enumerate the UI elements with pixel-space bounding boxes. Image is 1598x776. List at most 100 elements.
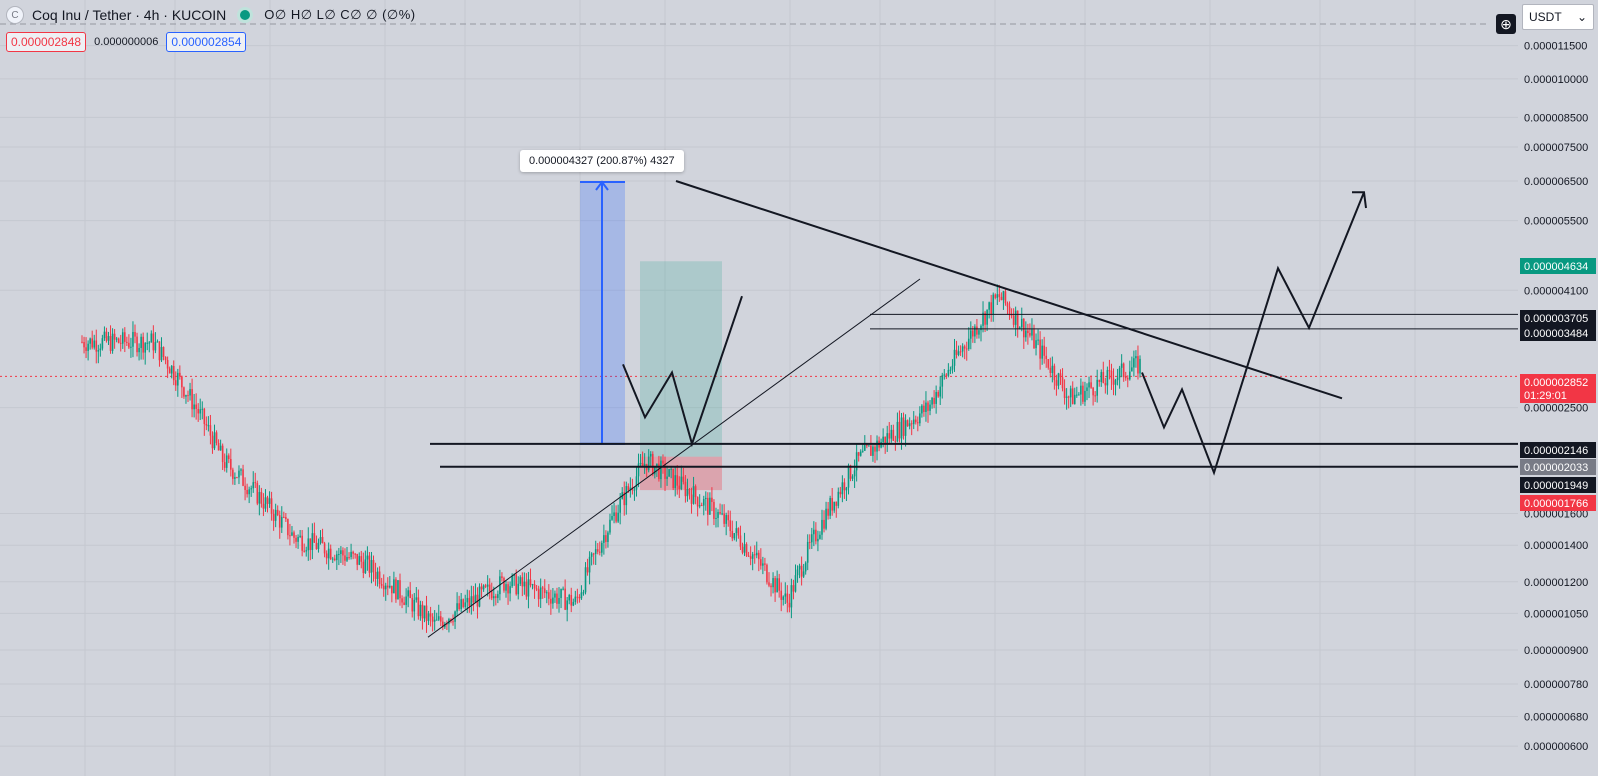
candle-body [827,508,829,516]
candle-body [411,598,414,612]
price-axis: 0.000011500 0.000010000 0.000008500 0.00000… [1520,41,1596,753]
candle-body [1002,291,1005,301]
candle-body [961,346,964,352]
candle-body [955,349,958,355]
candle-body [717,512,719,518]
candle-body [711,497,713,502]
candle-body [949,369,952,371]
candle-body [845,487,848,491]
candle-body [419,604,422,617]
candle-body [280,516,283,528]
candle-body [1100,372,1103,383]
candle-body [462,599,465,607]
candle-body [592,553,595,555]
candle-body [625,486,628,506]
candle-body [1076,394,1078,396]
candle-body [543,588,546,594]
candle-body [994,294,997,298]
candle-body [690,494,693,504]
candle-body [1063,388,1066,398]
candle-body [707,497,709,515]
candle-body [635,476,638,490]
candle-body [468,597,471,606]
candle-body [533,584,536,589]
candle-body [101,338,104,349]
drawing-zones [580,180,722,491]
candle-body [676,475,679,486]
candle-body [346,557,348,561]
candle-body [1094,395,1096,397]
candle-body [227,455,230,459]
candle-body [89,338,91,344]
candle-body [305,550,308,552]
candle-body [1102,372,1105,384]
candle-body [813,529,815,535]
candle-body [874,446,876,452]
candle-body [806,541,809,563]
candle-body [317,542,320,550]
candle-body [1027,330,1029,334]
candle-body [957,351,960,355]
candle-body [906,420,909,427]
candle-body [513,574,515,576]
candle-body [947,369,950,376]
candle-body [168,368,171,374]
candle-body [764,563,766,565]
candle-body [209,425,212,436]
candlestick-series [81,284,1141,633]
candle-body [1110,370,1113,379]
candle-body [431,616,434,622]
candle-body [362,561,365,574]
candle-body [849,465,852,479]
candle-body [1053,365,1056,381]
symbol-title[interactable]: Coq Inu / Tether · 4h · KUCOIN [32,7,227,23]
candle-body [372,560,375,573]
currency-select[interactable]: USDT ⌄ [1522,4,1594,30]
candle-body [694,486,697,498]
candle-body [1124,376,1127,379]
candle-body [627,486,630,491]
candle-body [368,555,371,573]
candle-body [835,501,838,506]
candle-body [285,517,287,520]
candle-body [1118,367,1121,378]
candle-body [205,424,208,426]
candle-body [480,586,483,590]
buy-button[interactable]: 0.000002854 [166,32,247,52]
candle-body [488,584,491,592]
candle-body [244,485,246,490]
sell-button[interactable]: 0.000002848 [6,32,87,52]
candle-body [256,483,259,504]
candle-body [727,515,730,521]
candle-body [515,574,518,595]
candle-body [1012,315,1015,325]
candle-body [1008,306,1011,314]
candle-body [639,462,642,464]
candle-body [647,456,650,471]
candle-body [1108,370,1111,372]
candle-body [397,580,399,600]
add-indicator-icon[interactable]: ⊕ [1496,14,1516,34]
candle-body [921,405,923,414]
candle-body [751,554,754,559]
candle-body [770,585,772,588]
candle-body [996,294,999,298]
candle-body [580,592,583,599]
candle-body [329,548,332,560]
trend-drawings [427,180,1518,638]
candle-body [1129,371,1131,380]
candle-body [780,590,783,600]
candle-body [344,555,346,561]
candle-body [456,603,458,612]
candle-body [576,596,579,598]
candle-body [460,599,462,610]
axis-tick-label: 0.000001600 [1524,509,1588,521]
candle-body [700,505,703,507]
candle-body [427,613,430,621]
candle-body [232,469,234,479]
candle-body [596,549,599,552]
candle-body [649,453,652,457]
candle-body [819,534,821,539]
candle-body [529,579,532,586]
